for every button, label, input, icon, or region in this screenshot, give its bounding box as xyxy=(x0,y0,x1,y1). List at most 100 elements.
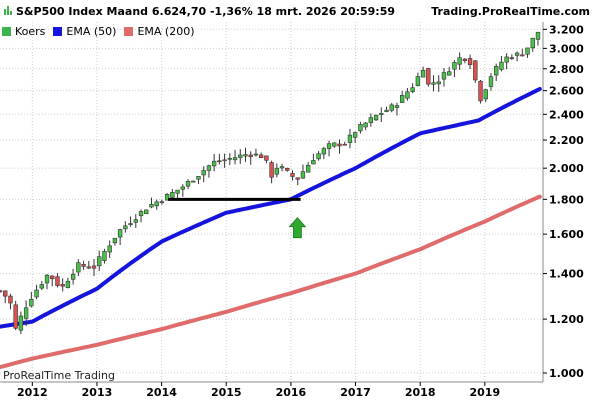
candle-body xyxy=(279,166,285,169)
candle xyxy=(467,54,473,70)
candle xyxy=(415,72,421,87)
candle xyxy=(102,248,107,264)
candle-body xyxy=(232,157,238,161)
candle xyxy=(520,48,525,57)
candle xyxy=(305,162,311,173)
candle-body xyxy=(0,290,3,293)
y-tick-label: 2.000 xyxy=(549,162,584,175)
candle xyxy=(97,250,102,271)
candle-body xyxy=(34,289,39,298)
candle-body xyxy=(379,113,384,115)
koers-swatch-icon xyxy=(2,26,11,36)
candle-body xyxy=(363,122,368,128)
ema50-series xyxy=(0,87,542,329)
candle xyxy=(117,228,123,246)
candle-body xyxy=(530,37,535,49)
candle xyxy=(420,66,426,78)
candle xyxy=(347,128,353,149)
candle-body xyxy=(269,162,274,178)
legend-item-ema50[interactable]: EMA (50) xyxy=(53,25,116,38)
candle-body xyxy=(285,167,290,171)
y-tick-label: 1.000 xyxy=(549,367,584,380)
candle-body xyxy=(50,275,55,280)
candle xyxy=(253,148,259,157)
candle-body xyxy=(488,76,494,87)
candle xyxy=(342,141,347,146)
candle-body xyxy=(175,189,180,194)
candle-body xyxy=(23,307,29,319)
candle-body xyxy=(191,180,196,183)
candle xyxy=(149,197,154,209)
legend-item-koers[interactable]: Koers xyxy=(2,25,45,38)
candle xyxy=(3,290,8,304)
candle xyxy=(326,140,332,157)
candle xyxy=(107,240,112,258)
candle-body xyxy=(13,304,18,329)
candle xyxy=(258,152,264,158)
y-tick-label: 2.400 xyxy=(549,108,584,121)
candle xyxy=(243,147,248,162)
candle xyxy=(535,31,541,46)
x-tick-label: 2013 xyxy=(82,386,113,399)
candle xyxy=(18,311,24,335)
legend-item-ema200[interactable]: EMA (200) xyxy=(124,24,195,38)
candle-body xyxy=(326,143,332,149)
candle xyxy=(159,199,165,205)
candle-body xyxy=(3,290,8,297)
y-tick-label: 3.000 xyxy=(549,42,584,55)
candle xyxy=(488,73,494,91)
candle-body xyxy=(164,194,170,201)
candle-body xyxy=(431,82,436,85)
y-tick-label: 1.600 xyxy=(549,228,584,241)
watermark: ProRealTime Trading xyxy=(3,369,115,382)
candle-body xyxy=(243,154,248,157)
candle xyxy=(91,259,97,277)
candle xyxy=(76,259,81,277)
candle-body xyxy=(337,143,342,147)
candle xyxy=(70,268,76,285)
ema200-swatch-icon xyxy=(124,26,134,36)
candle xyxy=(238,149,243,164)
candle xyxy=(13,300,18,331)
y-tick-label: 2.800 xyxy=(549,63,584,76)
y-tick-label: 2.200 xyxy=(549,134,584,147)
y-tick-label: 1.800 xyxy=(549,193,584,206)
x-tick-label: 2018 xyxy=(405,386,436,399)
candle-body xyxy=(368,117,374,123)
candle-body xyxy=(81,264,86,267)
candle xyxy=(426,67,431,87)
candle xyxy=(185,179,191,190)
candle-body xyxy=(274,167,280,175)
candle xyxy=(436,75,441,92)
candle-body xyxy=(65,280,71,288)
candle-body xyxy=(420,69,426,78)
candle-body xyxy=(410,87,415,92)
candle-body xyxy=(144,209,149,215)
x-axis: 2012 2013 2014 2015 2016 2017 2018 2019 xyxy=(17,382,500,399)
candle xyxy=(447,66,452,76)
candle xyxy=(473,60,478,83)
candle-body xyxy=(117,229,123,238)
legend-label: EMA (200) xyxy=(137,24,195,38)
candle xyxy=(452,60,457,77)
candle-body xyxy=(159,201,165,204)
legend-label: Koers xyxy=(15,24,46,38)
candle-body xyxy=(227,157,232,160)
candle-body xyxy=(112,237,118,244)
candle xyxy=(55,273,60,288)
x-tick-label: 2016 xyxy=(276,386,307,399)
candle-body xyxy=(55,276,60,286)
candle-body xyxy=(76,262,81,273)
candle-body xyxy=(196,176,201,180)
candle xyxy=(400,91,405,103)
candle xyxy=(164,193,170,201)
candle xyxy=(332,142,337,148)
candle-body xyxy=(415,76,421,86)
candle xyxy=(384,106,389,113)
candle-body xyxy=(525,47,530,55)
candle-body xyxy=(478,80,483,102)
candle-body xyxy=(494,66,499,76)
site-label[interactable]: Trading.ProRealTime.com xyxy=(431,5,590,18)
candle xyxy=(248,151,253,165)
